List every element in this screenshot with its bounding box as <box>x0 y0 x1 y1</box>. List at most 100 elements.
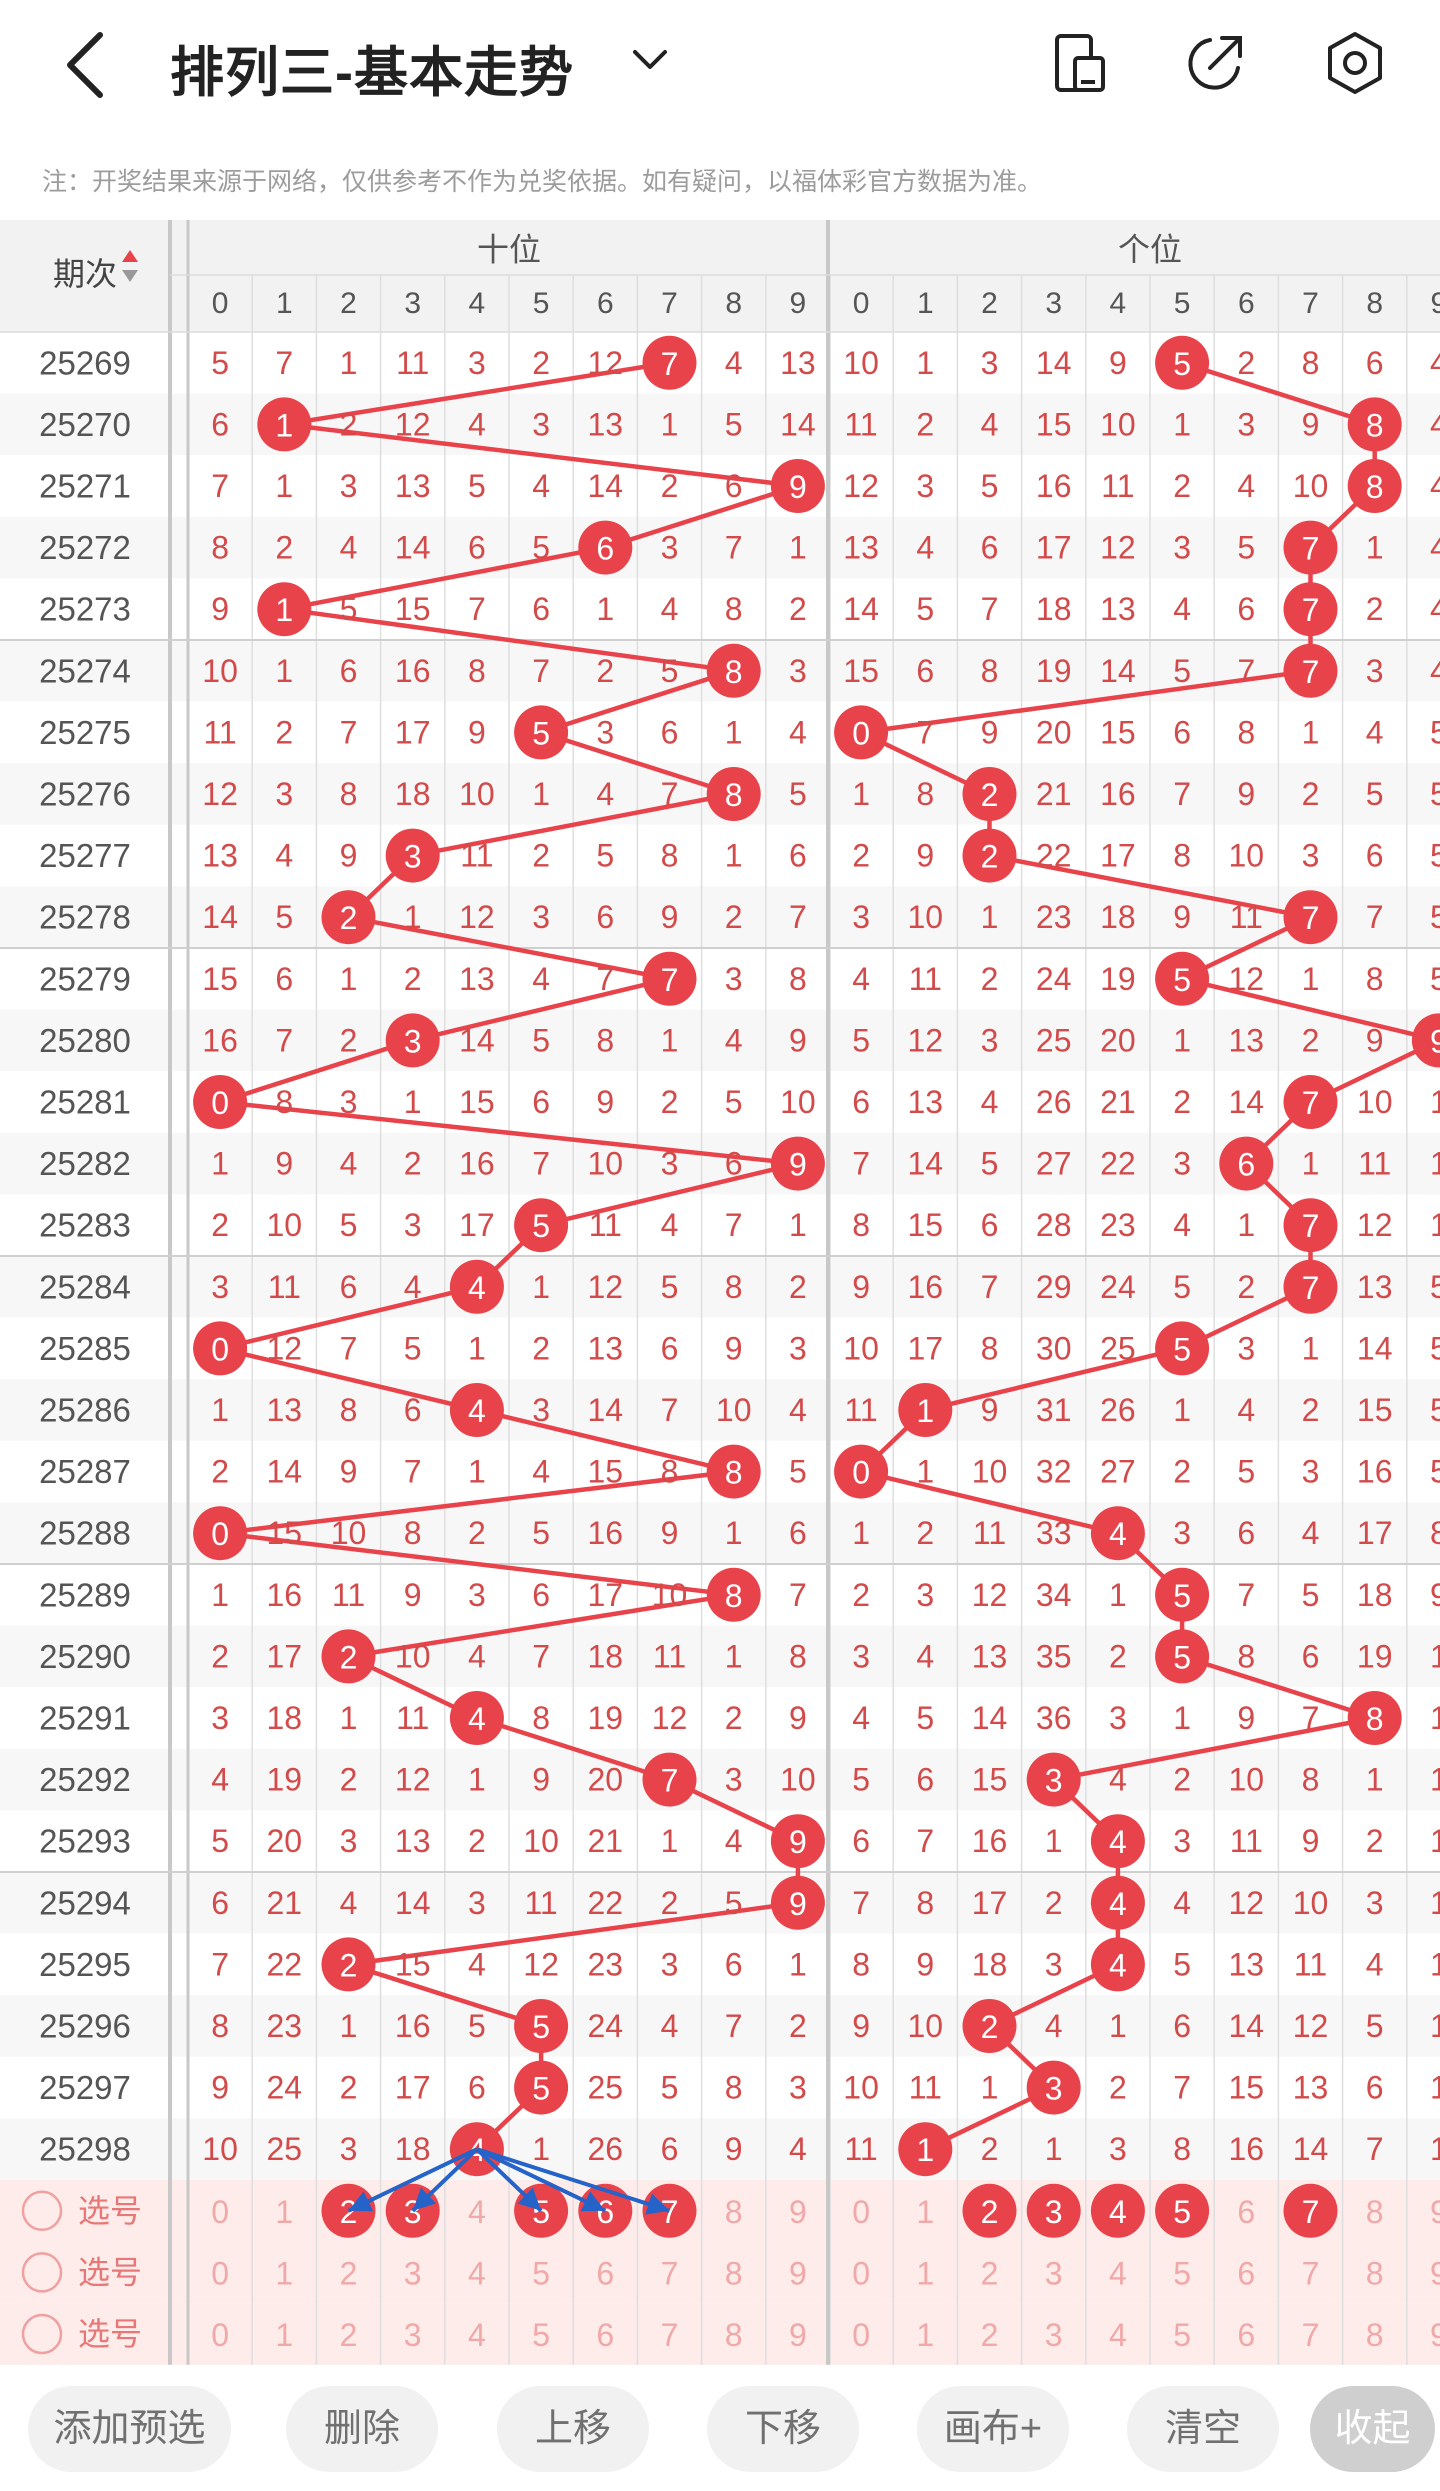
pick-digit[interactable]: 8 <box>1366 2194 1384 2230</box>
sort-down-icon[interactable] <box>122 270 138 282</box>
omission-value: 12 <box>588 1269 624 1305</box>
selected-pick-ball[interactable] <box>1090 2183 1145 2238</box>
pick-digit[interactable]: 1 <box>275 2255 293 2291</box>
pick-digit[interactable]: 6 <box>596 2255 614 2291</box>
chevron-down-icon[interactable] <box>625 40 675 80</box>
pick-digit[interactable]: 3 <box>404 2255 422 2291</box>
pick-digit[interactable]: 4 <box>1109 2194 1127 2230</box>
pick-digit[interactable]: 5 <box>1173 2255 1191 2291</box>
pick-digit[interactable]: 2 <box>340 2194 358 2230</box>
pick-digit[interactable]: 0 <box>852 2194 870 2230</box>
pick-digit[interactable]: 3 <box>404 2317 422 2353</box>
pick-digit[interactable]: 5 <box>532 2317 550 2353</box>
pick-radio-button[interactable] <box>21 2190 63 2232</box>
pick-digit[interactable]: 8 <box>1366 2255 1384 2291</box>
selected-pick-ball[interactable] <box>1026 2183 1081 2238</box>
pick-digit[interactable]: 2 <box>981 2194 999 2230</box>
add-preselect-button[interactable]: 添加预选 <box>28 2386 231 2472</box>
pick-digit[interactable]: 4 <box>1109 2317 1127 2353</box>
omission-value: 3 <box>340 1084 358 1120</box>
pick-digit[interactable]: 6 <box>596 2194 614 2230</box>
pick-digit[interactable]: 9 <box>1430 2194 1440 2230</box>
pick-digit[interactable]: 9 <box>1430 2317 1440 2353</box>
pick-digit[interactable]: 1 <box>275 2194 293 2230</box>
pick-digit[interactable]: 4 <box>468 2255 486 2291</box>
settings-icon[interactable] <box>1320 28 1390 98</box>
pick-digit[interactable]: 4 <box>468 2317 486 2353</box>
annotation-arrowhead <box>348 2191 374 2212</box>
pick-digit[interactable]: 1 <box>275 2317 293 2353</box>
pick-digit[interactable]: 7 <box>1302 2317 1320 2353</box>
pick-digit[interactable]: 9 <box>789 2255 807 2291</box>
sort-up-icon[interactable] <box>122 250 138 262</box>
pick-digit[interactable]: 7 <box>1302 2255 1320 2291</box>
pick-radio-button[interactable] <box>21 2313 63 2355</box>
pick-digit[interactable]: 5 <box>532 2255 550 2291</box>
pick-digit[interactable]: 2 <box>981 2255 999 2291</box>
pick-digit[interactable]: 1 <box>916 2317 934 2353</box>
pick-row <box>0 2241 1440 2304</box>
pick-digit[interactable]: 9 <box>1430 2255 1440 2291</box>
pick-digit[interactable]: 7 <box>661 2317 679 2353</box>
pick-digit[interactable]: 2 <box>340 2255 358 2291</box>
omission-value: 10 <box>780 1762 816 1798</box>
omission-value: 3 <box>1302 838 1320 874</box>
winning-number: 7 <box>1302 531 1320 567</box>
pick-digit[interactable]: 0 <box>852 2317 870 2353</box>
omission-value: 7 <box>789 1577 807 1613</box>
pick-digit[interactable]: 8 <box>1366 2317 1384 2353</box>
period-cell-bg <box>0 1071 170 1133</box>
omission-value: 5 <box>596 838 614 874</box>
pick-digit[interactable]: 8 <box>725 2194 743 2230</box>
pick-digit[interactable]: 1 <box>916 2194 934 2230</box>
pick-digit[interactable]: 9 <box>789 2317 807 2353</box>
omission-value: 2 <box>404 1146 422 1182</box>
pick-digit[interactable]: 4 <box>1109 2255 1127 2291</box>
canvas-plus-button[interactable]: 画布+ <box>917 2386 1069 2472</box>
omission-value: 9 <box>340 1454 358 1490</box>
pick-digit[interactable]: 7 <box>661 2255 679 2291</box>
pick-digit[interactable]: 0 <box>852 2255 870 2291</box>
omission-value: 5 <box>211 345 229 381</box>
pick-digit[interactable]: 7 <box>1302 2194 1320 2230</box>
selected-pick-ball[interactable] <box>1283 2183 1338 2238</box>
move-down-button[interactable]: 下移 <box>707 2386 859 2472</box>
pick-digit[interactable]: 8 <box>725 2317 743 2353</box>
pick-digit[interactable]: 3 <box>1045 2255 1063 2291</box>
pick-digit[interactable]: 0 <box>211 2317 229 2353</box>
pick-digit[interactable]: 7 <box>661 2194 679 2230</box>
pick-digit[interactable]: 6 <box>1237 2194 1255 2230</box>
pick-digit[interactable]: 3 <box>1045 2317 1063 2353</box>
pick-radio-button[interactable] <box>21 2252 63 2293</box>
move-up-button[interactable]: 上移 <box>497 2386 649 2472</box>
table-row <box>170 516 1440 579</box>
omission-value: 3 <box>340 1823 358 1859</box>
omission-value: 1 <box>468 1762 486 1798</box>
selected-pick-ball[interactable] <box>962 2183 1017 2238</box>
omission-value: 11 <box>844 1392 877 1428</box>
delete-button[interactable]: 删除 <box>286 2386 438 2472</box>
selected-pick-ball[interactable] <box>1155 2183 1210 2238</box>
omission-value: 15 <box>908 1207 944 1243</box>
collapse-button[interactable]: 收起 <box>1310 2386 1435 2472</box>
pick-digit[interactable]: 0 <box>211 2255 229 2291</box>
device-icon[interactable] <box>1045 28 1115 98</box>
pick-digit[interactable]: 5 <box>1173 2317 1191 2353</box>
pick-digit[interactable]: 8 <box>725 2255 743 2291</box>
pick-digit[interactable]: 9 <box>789 2194 807 2230</box>
pick-digit[interactable]: 6 <box>1237 2317 1255 2353</box>
pick-digit[interactable]: 5 <box>1173 2194 1191 2230</box>
clear-button[interactable]: 清空 <box>1127 2386 1279 2472</box>
share-icon[interactable] <box>1180 28 1250 98</box>
pick-digit[interactable]: 6 <box>1237 2255 1255 2291</box>
pick-digit[interactable]: 2 <box>340 2317 358 2353</box>
period-header[interactable]: 期次 <box>53 256 117 292</box>
pick-digit[interactable]: 0 <box>211 2194 229 2230</box>
pick-digit[interactable]: 2 <box>981 2317 999 2353</box>
pick-digit[interactable]: 4 <box>468 2194 486 2230</box>
back-arrow-icon[interactable] <box>55 25 125 105</box>
pick-digit[interactable]: 6 <box>596 2317 614 2353</box>
pick-digit[interactable]: 1 <box>916 2255 934 2291</box>
period-label: 25293 <box>39 1823 131 1860</box>
pick-digit[interactable]: 3 <box>1045 2194 1063 2230</box>
